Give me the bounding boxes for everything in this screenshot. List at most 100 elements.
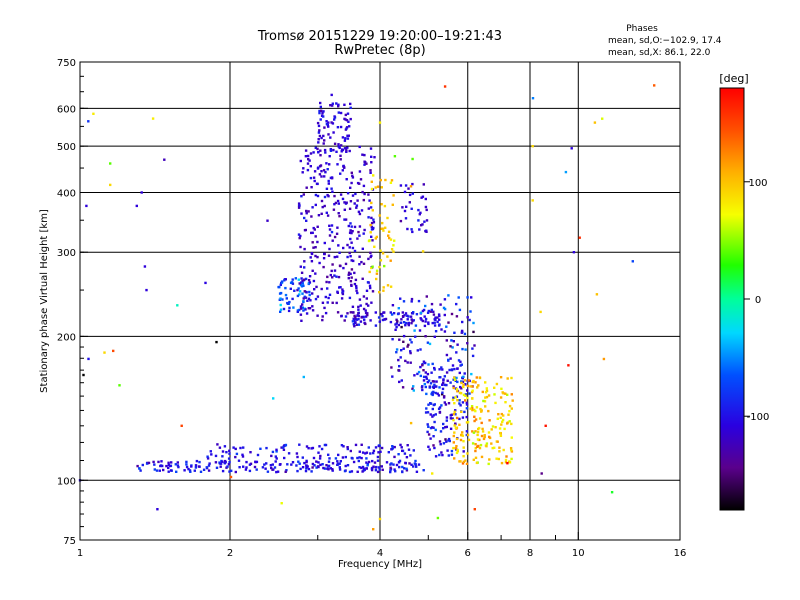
- data-point: [453, 331, 456, 334]
- data-point: [369, 223, 372, 227]
- data-point: [279, 463, 282, 466]
- data-point: [317, 451, 320, 454]
- data-point: [357, 230, 360, 234]
- y-tick-label: 75: [63, 536, 76, 547]
- data-point: [305, 445, 309, 448]
- data-point: [339, 172, 342, 175]
- data-point: [451, 398, 455, 402]
- data-point: [400, 349, 403, 352]
- data-point: [384, 178, 387, 182]
- data-point: [297, 202, 301, 205]
- data-point: [395, 325, 398, 329]
- data-point: [506, 462, 509, 465]
- data-point: [344, 455, 347, 459]
- data-point: [347, 271, 351, 274]
- data-point: [345, 149, 348, 152]
- data-point: [321, 301, 325, 304]
- data-point: [369, 231, 372, 234]
- data-point: [500, 423, 503, 426]
- data-point: [158, 469, 161, 472]
- data-point: [349, 102, 352, 106]
- data-point: [259, 447, 262, 450]
- data-point: [309, 176, 313, 180]
- data-point: [307, 297, 311, 300]
- data-point: [470, 296, 473, 299]
- data-point: [320, 212, 323, 215]
- data-point: [274, 460, 277, 463]
- data-point: [279, 310, 282, 313]
- data-point: [312, 279, 316, 283]
- data-point: [299, 159, 302, 163]
- data-point: [457, 296, 460, 299]
- data-point: [432, 426, 435, 429]
- data-point: [485, 445, 488, 448]
- data-point: [349, 106, 352, 109]
- data-point: [465, 462, 469, 465]
- data-point: [305, 291, 308, 294]
- data-point: [346, 312, 349, 315]
- data-point: [275, 448, 278, 451]
- data-point: [210, 453, 213, 456]
- data-point: [653, 84, 656, 87]
- data-point: [471, 385, 474, 388]
- data-point: [381, 318, 385, 322]
- data-point: [365, 467, 368, 470]
- data-point: [392, 463, 395, 466]
- data-point: [349, 222, 352, 225]
- data-point: [348, 470, 352, 474]
- data-point: [312, 151, 315, 154]
- data-point: [331, 469, 334, 472]
- data-point: [418, 213, 421, 216]
- data-point: [318, 129, 321, 132]
- data-point: [407, 322, 410, 325]
- data-point: [460, 381, 463, 385]
- data-point: [484, 391, 488, 394]
- data-point: [455, 451, 459, 455]
- data-point: [177, 465, 180, 469]
- data-point: [376, 455, 380, 459]
- data-point: [303, 290, 306, 293]
- data-point: [291, 461, 295, 464]
- data-point: [409, 454, 412, 457]
- data-point: [449, 427, 453, 430]
- data-point: [445, 383, 448, 387]
- data-point: [429, 426, 433, 430]
- data-point: [325, 211, 328, 214]
- data-point: [167, 461, 170, 464]
- data-point: [383, 264, 386, 268]
- data-point: [387, 451, 390, 454]
- data-point: [362, 184, 366, 188]
- data-point: [304, 469, 308, 473]
- data-point: [344, 118, 347, 121]
- data-point: [331, 239, 334, 242]
- data-point: [219, 465, 222, 468]
- data-point: [444, 403, 448, 406]
- data-point: [255, 460, 259, 464]
- data-point: [404, 217, 408, 220]
- data-point: [475, 376, 478, 379]
- data-point: [306, 154, 310, 158]
- data-point: [409, 351, 412, 355]
- data-point: [341, 292, 345, 296]
- data-point: [509, 447, 513, 450]
- data-point: [452, 340, 455, 343]
- data-point: [392, 194, 395, 197]
- data-point: [205, 466, 208, 469]
- data-point: [153, 463, 156, 466]
- data-point: [319, 164, 323, 167]
- data-point: [306, 299, 309, 302]
- data-point: [347, 224, 350, 228]
- data-point: [442, 427, 445, 430]
- data-point: [327, 195, 330, 198]
- data-point: [318, 111, 321, 115]
- data-point: [468, 392, 471, 395]
- data-point: [484, 405, 487, 408]
- data-point: [424, 361, 427, 365]
- data-point: [327, 125, 330, 128]
- data-point: [424, 335, 427, 338]
- y-axis-ticks: 75 100 200 300 400 500 600 750: [57, 58, 88, 547]
- data-point: [313, 170, 317, 173]
- data-point: [354, 192, 357, 196]
- data-point: [295, 464, 298, 467]
- data-point: [360, 260, 363, 264]
